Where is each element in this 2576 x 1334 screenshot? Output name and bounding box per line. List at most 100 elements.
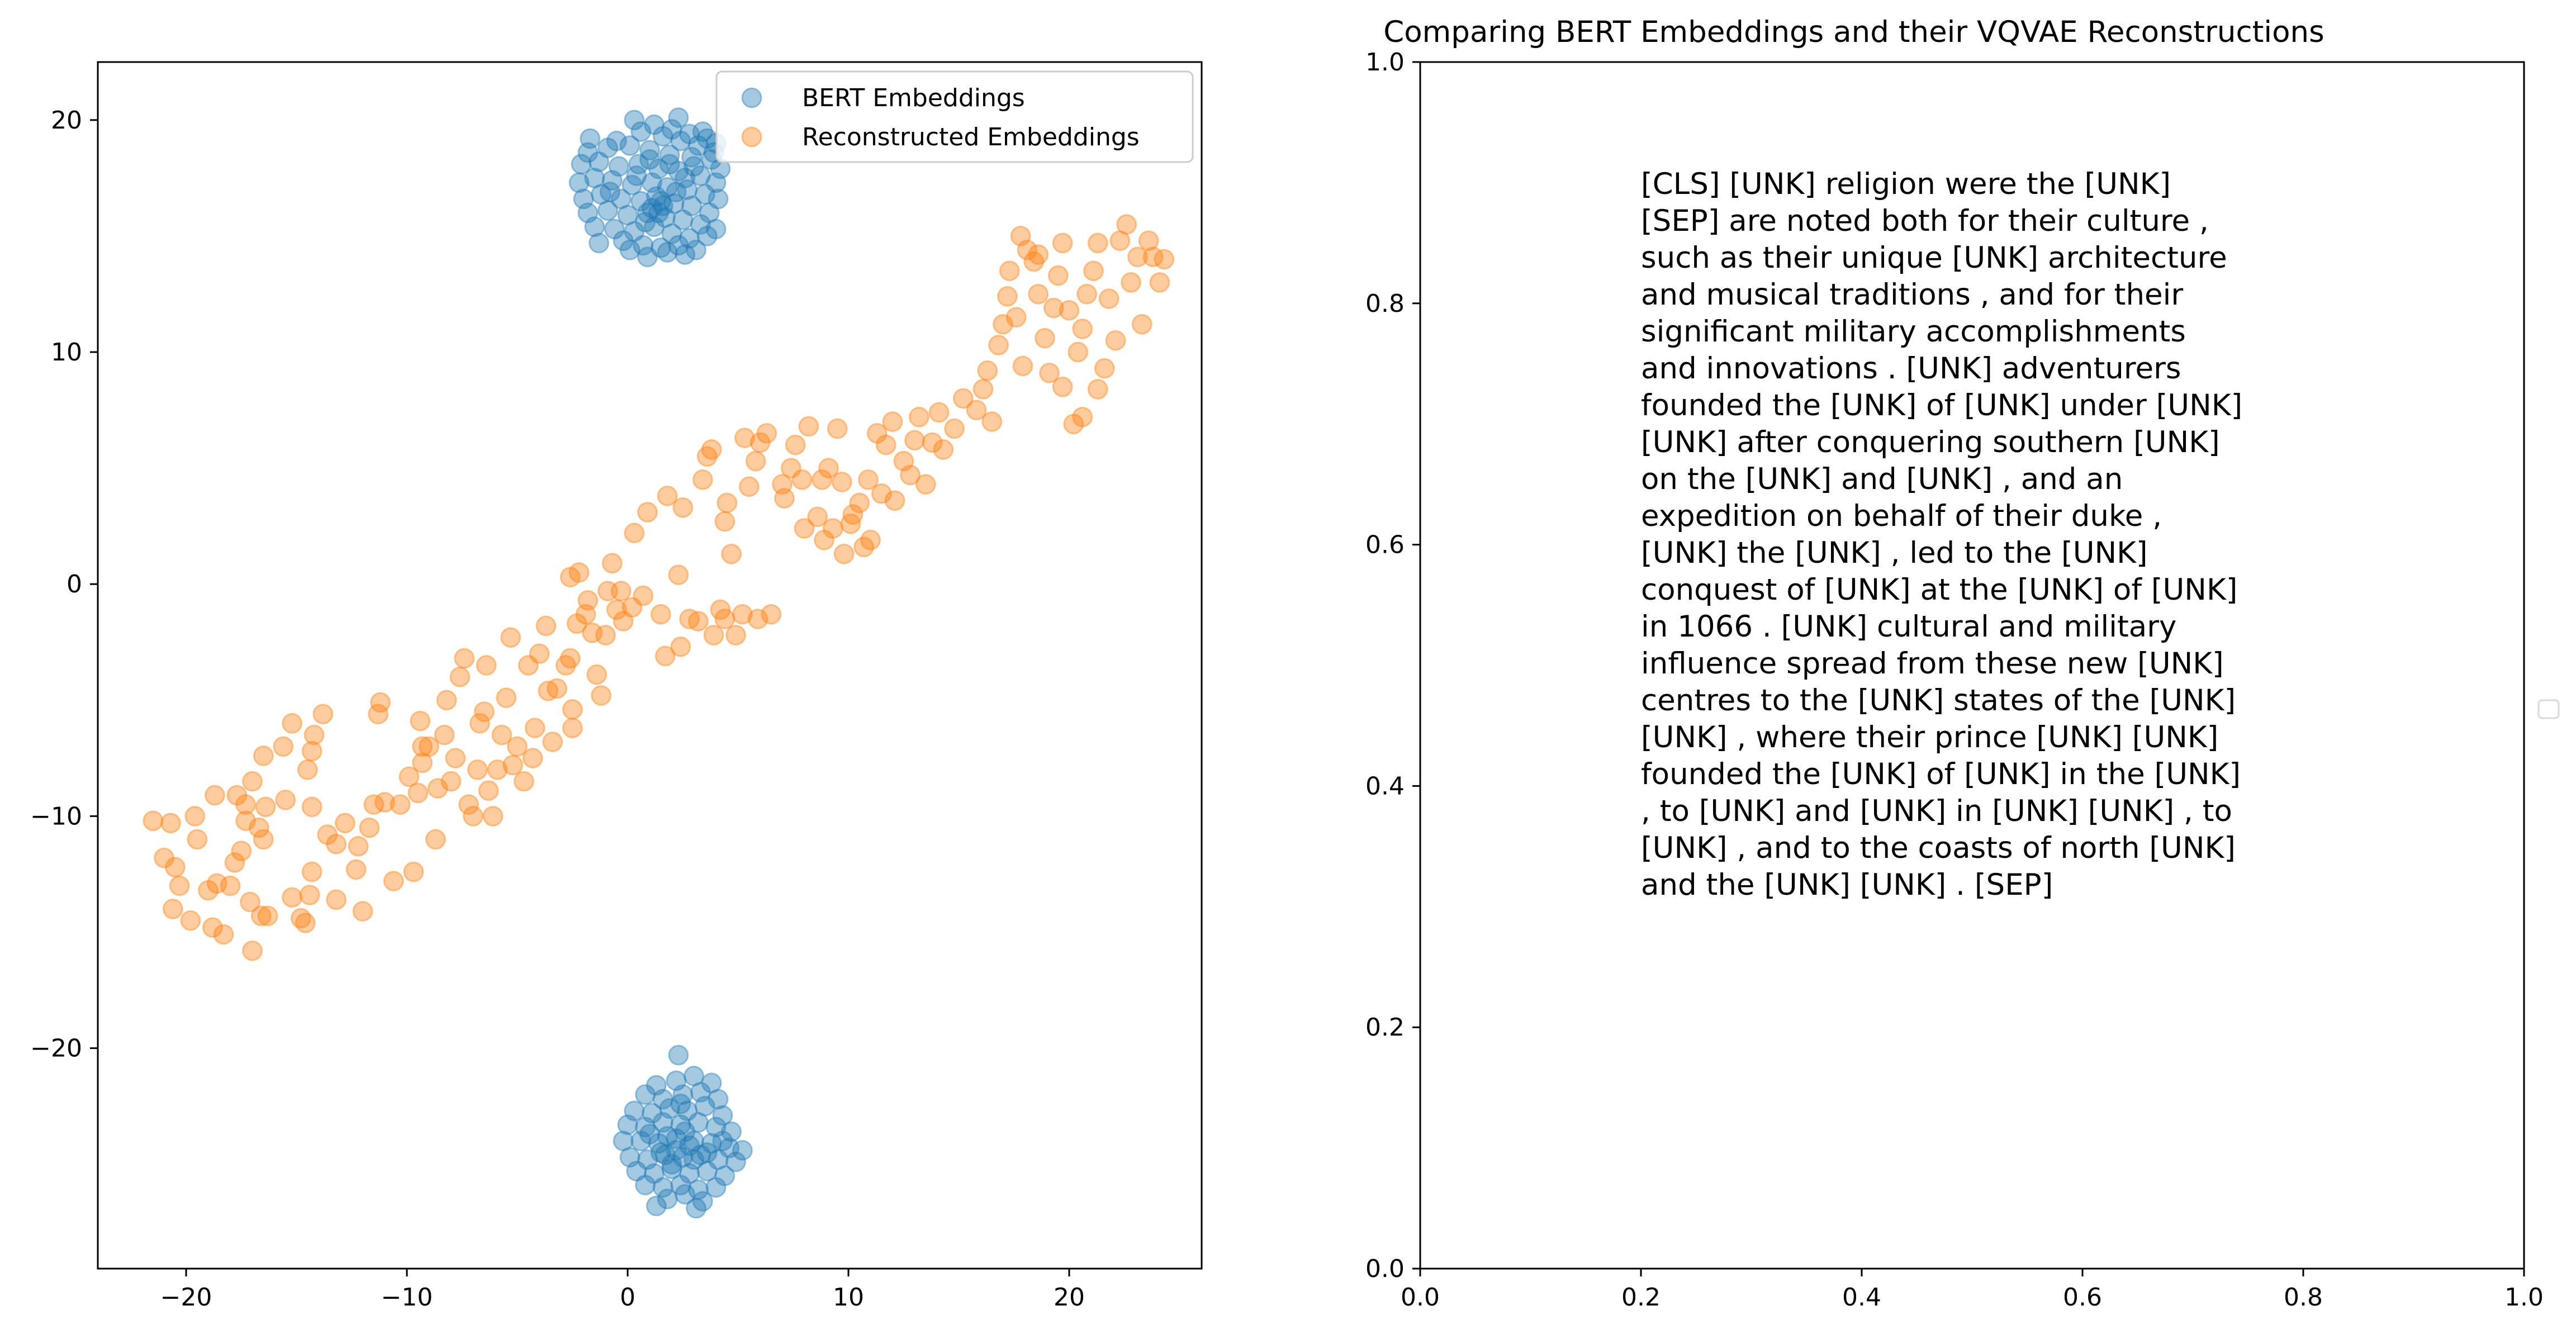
data-point bbox=[654, 1145, 676, 1166]
data-point bbox=[635, 212, 656, 232]
data-point bbox=[703, 625, 724, 645]
data-point bbox=[687, 1179, 709, 1200]
data-point bbox=[692, 121, 713, 143]
data-point bbox=[977, 360, 998, 381]
data-point bbox=[250, 905, 272, 927]
data-point bbox=[643, 1163, 665, 1184]
data-point bbox=[922, 432, 943, 453]
x-tick-label: 0.2 bbox=[1621, 1283, 1661, 1312]
data-point bbox=[712, 1131, 733, 1152]
data-point bbox=[559, 648, 581, 669]
data-point bbox=[966, 400, 987, 421]
data-point bbox=[606, 599, 627, 620]
data-point bbox=[619, 135, 641, 156]
data-point bbox=[648, 202, 669, 224]
data-point bbox=[542, 732, 563, 752]
data-point bbox=[646, 1075, 667, 1096]
data-point bbox=[661, 1159, 682, 1179]
data-point bbox=[1109, 230, 1131, 251]
data-point bbox=[1076, 283, 1098, 305]
data-point bbox=[630, 1131, 652, 1152]
empty-legend-box bbox=[2537, 699, 2560, 719]
scatter-panel: −20 −10 0 10 20 20 10 0 −10 −20 BERT Embeddings R… bbox=[30, 61, 1203, 1312]
x-tick-label: 0 bbox=[620, 1283, 635, 1312]
data-point bbox=[597, 581, 618, 602]
data-point bbox=[701, 439, 722, 460]
y-tick-label: −10 bbox=[30, 802, 82, 830]
data-point bbox=[635, 1084, 656, 1105]
data-point bbox=[617, 1114, 638, 1136]
data-point bbox=[449, 666, 471, 687]
data-point bbox=[352, 901, 373, 922]
data-point bbox=[597, 137, 618, 159]
data-point bbox=[681, 146, 702, 168]
data-point bbox=[714, 609, 736, 629]
data-point bbox=[522, 748, 543, 769]
data-point bbox=[1087, 232, 1108, 254]
data-point bbox=[622, 597, 643, 618]
data-point bbox=[670, 130, 691, 151]
data-point bbox=[1028, 283, 1049, 305]
data-point bbox=[756, 422, 777, 444]
data-point bbox=[684, 1149, 704, 1170]
data-point bbox=[255, 796, 276, 818]
data-point bbox=[814, 529, 834, 550]
data-point bbox=[679, 1135, 700, 1156]
data-point bbox=[562, 699, 583, 720]
x-tick-label: 0.6 bbox=[2063, 1283, 2102, 1312]
legend-marker-bert bbox=[741, 87, 762, 108]
data-point bbox=[419, 736, 439, 757]
data-point bbox=[831, 472, 852, 492]
data-point bbox=[584, 168, 605, 189]
data-point bbox=[518, 655, 539, 676]
x-tick-label: 0.4 bbox=[1842, 1283, 1881, 1312]
text-line: centres to the [UNK] states of the [UNK] bbox=[1641, 683, 2236, 718]
data-point bbox=[555, 655, 576, 676]
data-point bbox=[725, 1151, 746, 1172]
data-point bbox=[622, 174, 643, 196]
data-point bbox=[374, 792, 395, 813]
data-point bbox=[657, 177, 678, 198]
data-point bbox=[467, 759, 488, 780]
data-point bbox=[714, 1165, 736, 1186]
data-point bbox=[601, 553, 623, 574]
data-point bbox=[900, 464, 921, 486]
data-point bbox=[297, 759, 318, 780]
data-point bbox=[642, 172, 662, 193]
y-tick-label: 0.2 bbox=[1365, 1013, 1405, 1042]
data-point bbox=[463, 805, 483, 827]
data-point bbox=[434, 724, 455, 746]
data-point bbox=[529, 643, 550, 664]
data-point bbox=[657, 485, 678, 506]
data-point bbox=[712, 1105, 733, 1126]
data-point bbox=[535, 615, 557, 637]
series-bert bbox=[568, 107, 753, 1219]
text-line: in 1066 . [UNK] cultural and military bbox=[1641, 610, 2176, 644]
data-point bbox=[610, 581, 632, 602]
data-point bbox=[849, 492, 870, 514]
data-point bbox=[833, 543, 855, 564]
data-point bbox=[626, 165, 647, 186]
data-point bbox=[608, 156, 629, 177]
data-point bbox=[642, 198, 662, 219]
data-point bbox=[301, 861, 322, 882]
text-line: [UNK] , and to the coasts of north [UNK] bbox=[1641, 831, 2236, 865]
data-point bbox=[577, 202, 599, 224]
data-point bbox=[242, 771, 263, 792]
data-point bbox=[659, 1098, 680, 1119]
data-point bbox=[988, 335, 1009, 355]
data-point bbox=[301, 796, 322, 818]
data-point bbox=[282, 713, 303, 734]
scatter-plot-area bbox=[98, 62, 1202, 1269]
scatter-axis-ticks: −20 −10 0 10 20 20 10 0 −10 −20 bbox=[30, 106, 1085, 1312]
data-point bbox=[696, 446, 718, 467]
data-point bbox=[780, 458, 801, 479]
data-point bbox=[547, 678, 568, 699]
data-point bbox=[827, 418, 848, 439]
data-point bbox=[646, 186, 667, 207]
text-panel: Comparing BERT Embeddings and their VQVA… bbox=[1365, 15, 2560, 1312]
data-point bbox=[668, 564, 689, 586]
data-point bbox=[659, 154, 680, 175]
data-point bbox=[240, 891, 260, 913]
data-point bbox=[604, 219, 625, 240]
